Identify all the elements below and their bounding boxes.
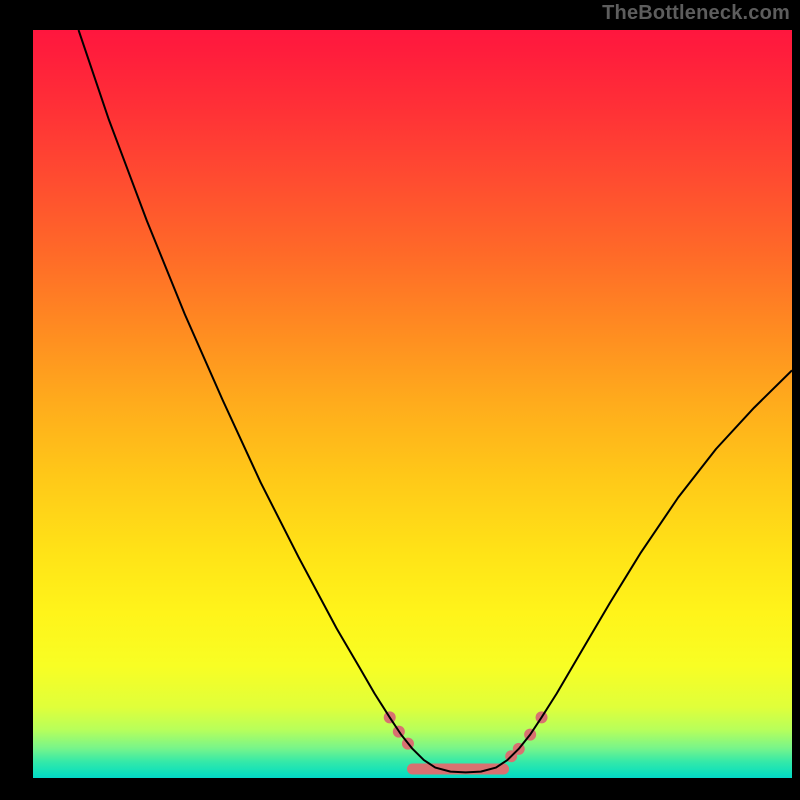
attribution-label: TheBottleneck.com [602, 2, 790, 25]
bottleneck-curve-chart [0, 0, 800, 800]
chart-frame: TheBottleneck.com [0, 0, 800, 800]
plot-background-gradient [33, 30, 792, 778]
